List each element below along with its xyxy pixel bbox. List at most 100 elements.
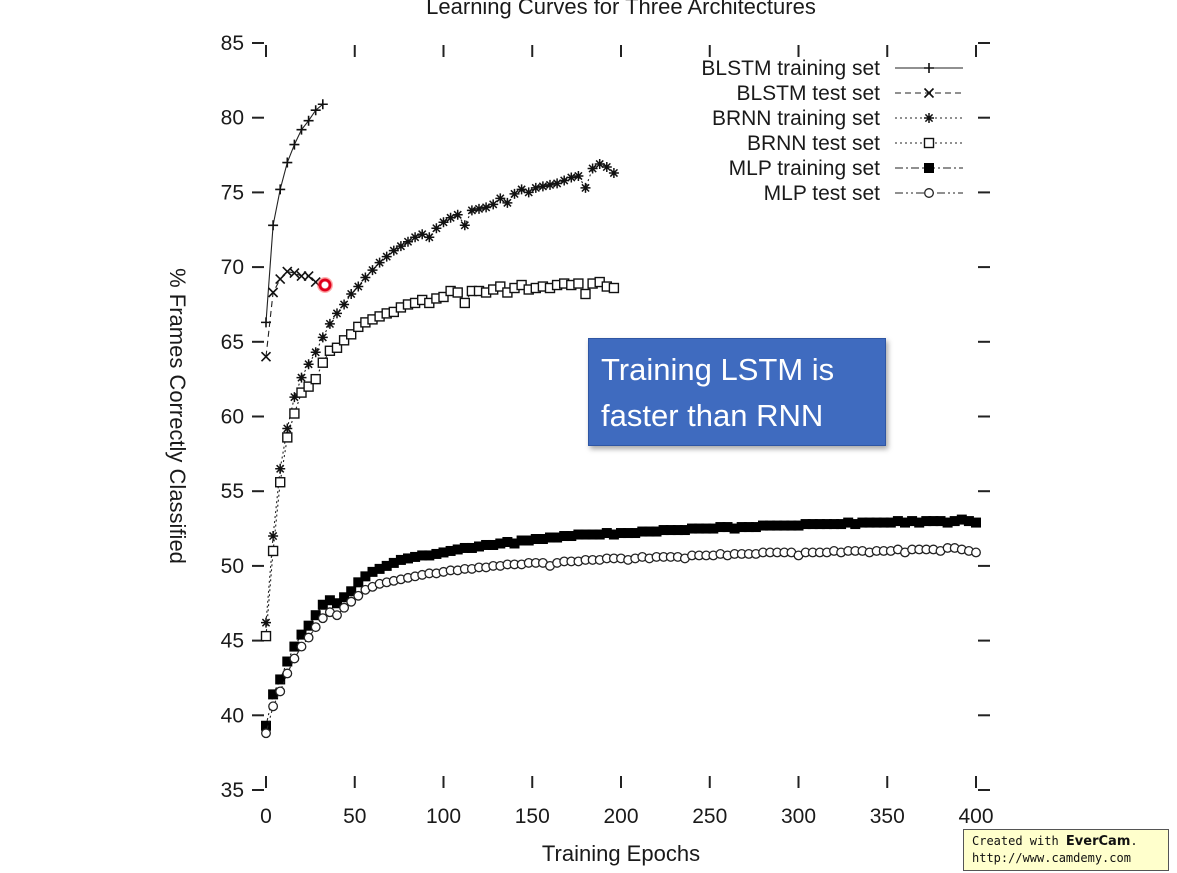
data-point	[317, 599, 328, 610]
data-point	[275, 463, 286, 474]
data-point	[275, 184, 286, 195]
series-line	[265, 270, 317, 357]
data-point	[289, 641, 300, 652]
data-point	[971, 547, 981, 558]
data-point	[417, 550, 428, 561]
data-point	[296, 387, 307, 398]
legend-label: BRNN training set	[712, 107, 880, 130]
data-point	[438, 291, 449, 303]
data-point	[445, 212, 456, 223]
data-point	[403, 236, 413, 247]
data-point	[807, 519, 818, 530]
data-point	[289, 653, 300, 664]
data-point	[459, 542, 470, 553]
data-point	[566, 531, 577, 542]
y-tick-label: 75	[221, 181, 244, 204]
data-point	[303, 359, 314, 370]
data-point	[452, 209, 463, 220]
data-point	[381, 251, 392, 262]
data-point	[466, 542, 477, 553]
data-point	[289, 139, 300, 150]
data-point	[765, 520, 776, 531]
series-line	[265, 281, 615, 637]
data-point	[623, 528, 634, 539]
data-point	[268, 531, 279, 542]
data-point	[949, 516, 960, 527]
watermark-brand: EverCam	[1065, 834, 1131, 849]
data-point	[466, 205, 477, 216]
data-point	[346, 586, 357, 597]
data-point	[864, 517, 875, 528]
data-point	[971, 517, 981, 528]
legend-marker	[924, 113, 934, 123]
series-line	[265, 163, 615, 623]
y-tick-label: 55	[221, 480, 244, 503]
data-point	[587, 529, 598, 540]
series-5	[261, 543, 981, 739]
data-point	[580, 182, 591, 193]
data-point	[367, 265, 378, 276]
data-point	[594, 529, 605, 540]
data-point	[530, 182, 541, 193]
legend-marker	[923, 87, 935, 99]
data-point	[821, 519, 832, 530]
data-point	[523, 187, 534, 198]
data-point	[481, 202, 492, 213]
data-point	[481, 539, 492, 550]
data-point	[324, 595, 335, 606]
data-point	[814, 519, 825, 530]
data-point	[488, 539, 499, 550]
data-point	[573, 278, 584, 289]
data-point	[388, 245, 399, 256]
legend-marker	[924, 188, 934, 198]
data-point	[282, 656, 293, 667]
data-point	[743, 522, 754, 533]
data-point	[260, 630, 272, 642]
data-point	[914, 517, 925, 528]
data-point	[559, 175, 570, 186]
data-point	[545, 179, 555, 190]
data-point	[843, 517, 854, 528]
legend-label: BLSTM test set	[736, 82, 880, 105]
data-point	[324, 318, 335, 329]
legend-label: MLP training set	[729, 157, 881, 180]
data-point	[338, 335, 350, 346]
y-tick-label: 40	[221, 704, 244, 727]
data-point	[346, 329, 357, 340]
callout-line-2: faster than RNN	[601, 398, 824, 433]
data-point	[651, 526, 662, 537]
data-point	[332, 610, 342, 621]
data-point	[296, 372, 307, 383]
data-point	[282, 668, 293, 679]
data-point	[715, 522, 726, 533]
data-point	[687, 523, 697, 534]
data-point	[601, 528, 612, 539]
data-point	[459, 220, 470, 231]
data-point	[438, 547, 449, 558]
data-point	[871, 517, 882, 528]
data-point	[850, 519, 861, 530]
data-point	[672, 525, 683, 536]
data-point	[310, 622, 321, 633]
data-point	[587, 163, 598, 174]
data-point	[346, 288, 357, 299]
chart-title: Learning Curves for Three Architectures	[426, 0, 816, 19]
data-point	[488, 199, 499, 210]
data-point	[381, 560, 392, 571]
callout-box: Training LSTM is faster than RNN	[588, 338, 886, 446]
data-point	[289, 408, 300, 419]
y-tick-label: 65	[221, 331, 244, 354]
data-point	[495, 193, 506, 204]
data-point	[935, 516, 946, 527]
data-point	[644, 526, 655, 537]
data-point	[878, 517, 889, 528]
series-2	[261, 159, 619, 628]
data-point	[303, 620, 314, 631]
data-point	[374, 257, 385, 268]
data-point	[424, 550, 435, 561]
data-point	[495, 538, 506, 549]
data-point	[630, 528, 641, 539]
data-point	[608, 529, 619, 540]
data-point	[275, 686, 286, 697]
data-point	[339, 602, 350, 613]
